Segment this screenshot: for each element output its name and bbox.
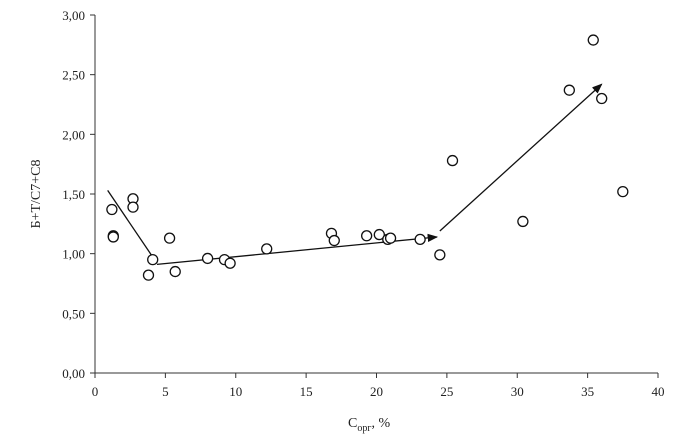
data-point — [563, 84, 575, 96]
y-tick-label: 0,50 — [62, 306, 85, 321]
x-tick-label: 35 — [581, 384, 594, 399]
data-points — [106, 34, 629, 281]
data-point — [106, 203, 118, 216]
x-axis-label-unit: , % — [371, 416, 390, 431]
data-point — [147, 253, 159, 266]
x-tick-label: 20 — [370, 384, 383, 399]
y-tick-label: 0,00 — [62, 366, 85, 381]
x-tick-label: 10 — [229, 384, 242, 399]
data-point — [587, 34, 599, 46]
x-tick-label: 15 — [300, 384, 313, 399]
x-axis-label-main: C — [348, 416, 357, 431]
data-point — [517, 215, 529, 228]
x-axis-label-subscript: орг — [357, 423, 371, 434]
data-point — [163, 232, 176, 244]
x-tick-label: 40 — [652, 384, 665, 399]
x-axis-label: Cорг, % — [348, 416, 390, 434]
y-tick-label: 2,00 — [62, 127, 85, 142]
x-tick-label: 5 — [162, 384, 169, 399]
data-point — [373, 228, 385, 241]
data-point — [127, 201, 139, 213]
data-point — [596, 92, 608, 105]
x-tick-label: 0 — [92, 384, 99, 399]
y-tick-label: 1,50 — [62, 187, 85, 202]
data-point — [142, 269, 155, 281]
data-point — [224, 257, 236, 269]
y-tick-label: 1,00 — [62, 247, 85, 262]
data-point — [434, 249, 446, 261]
data-point — [107, 231, 119, 243]
y-tick-label: 2,50 — [62, 68, 85, 83]
trend-lines — [107, 83, 603, 266]
y-tick-label: 3,00 — [62, 8, 85, 23]
trend-line-1 — [107, 190, 158, 264]
data-point — [384, 232, 397, 244]
x-tick-label: 30 — [511, 384, 524, 399]
data-point — [617, 185, 629, 198]
data-point — [169, 265, 181, 278]
data-point — [360, 230, 373, 242]
data-point — [261, 243, 273, 255]
x-tick-label: 25 — [440, 384, 453, 399]
data-point — [328, 234, 340, 247]
axes: 0 5 10 15 20 25 30 35 40 0,00 0,50 1,00 1,50 2,00 2,50… — [62, 8, 664, 399]
y-axis-label: Б+Т/С7+С8 — [29, 160, 44, 229]
data-point — [446, 154, 459, 167]
data-point — [414, 233, 426, 245]
trend-line-3 — [439, 83, 603, 232]
data-point — [201, 252, 214, 265]
